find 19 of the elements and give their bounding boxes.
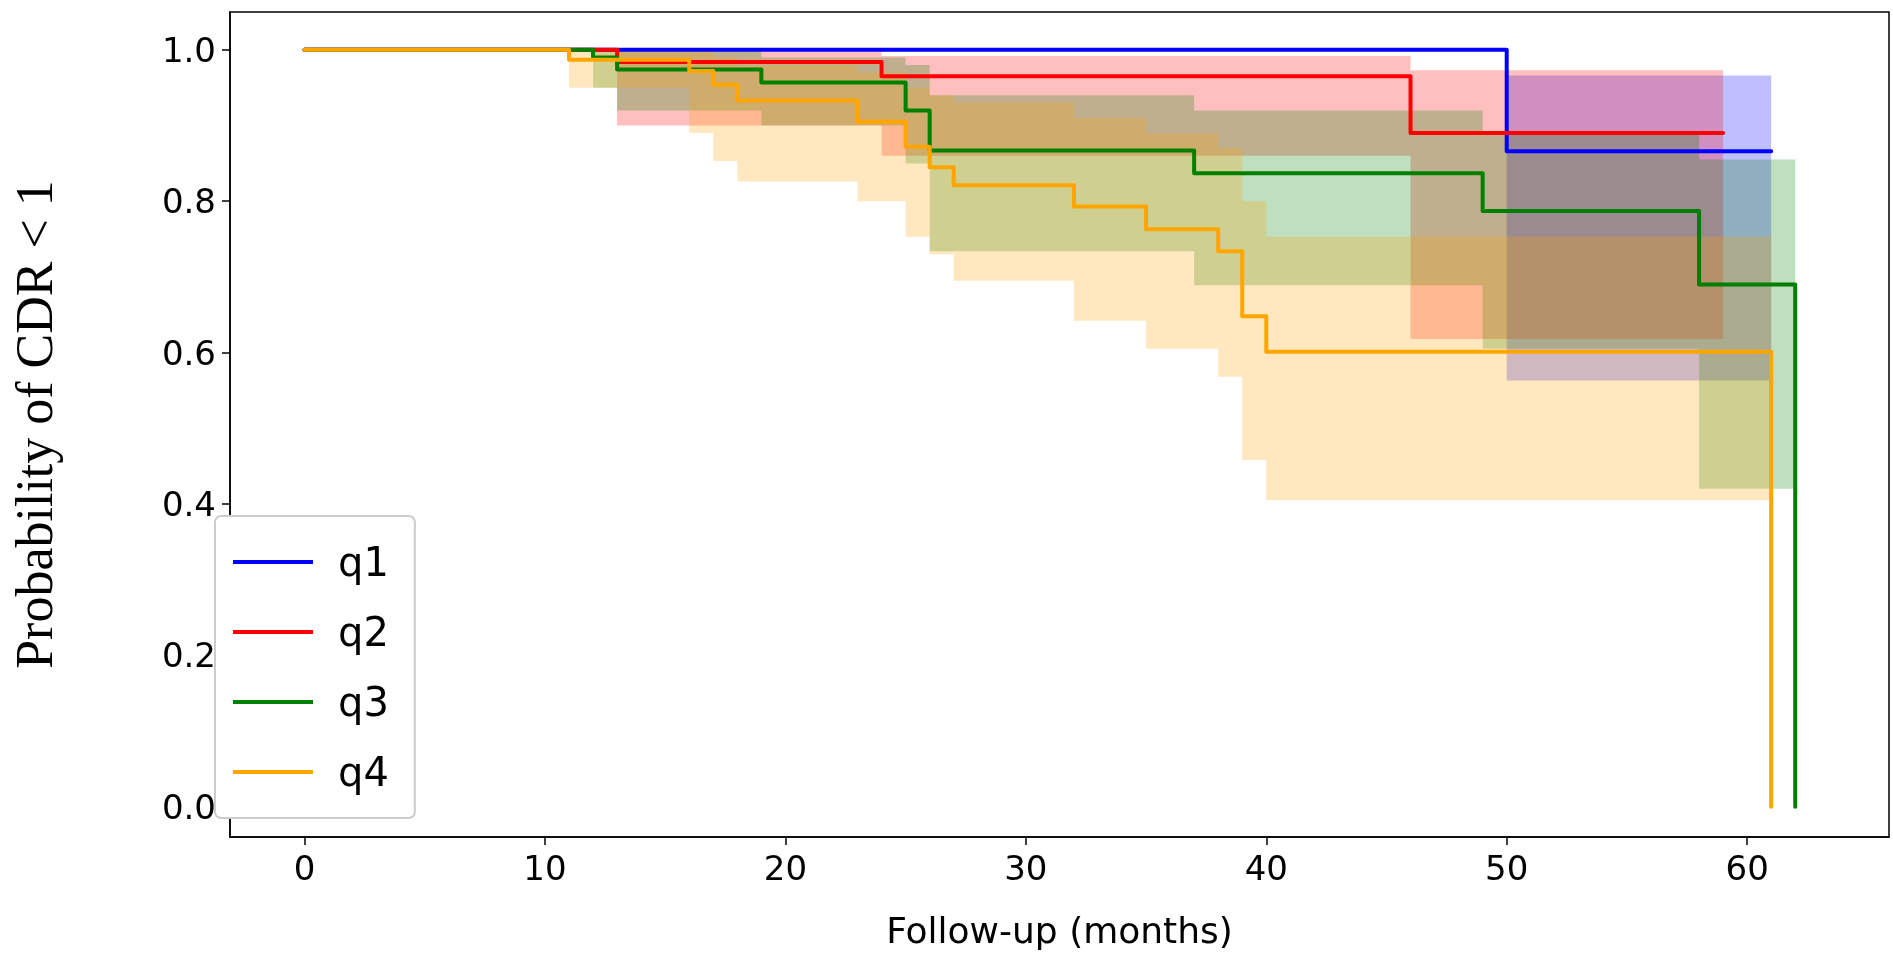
x-tick-label: 0 <box>293 848 316 888</box>
y-tick-label: 1.0 <box>161 29 216 70</box>
y-tick-label: 0.8 <box>161 181 216 222</box>
x-tick-label: 20 <box>763 848 808 888</box>
y-tick-label: 0.6 <box>161 332 216 373</box>
x-tick-label: 10 <box>523 848 567 888</box>
x-tick-label: 40 <box>1244 848 1288 888</box>
y-axis-title: Probability of CDR < 1 <box>5 180 63 669</box>
y-tick-label: 0.0 <box>161 786 216 827</box>
y-tick-label: 0.4 <box>161 483 216 524</box>
legend-label: q1 <box>338 539 389 585</box>
legend-label: q3 <box>338 679 389 725</box>
x-tick-label: 60 <box>1725 848 1769 888</box>
x-tick-label: 30 <box>1004 848 1048 888</box>
legend-label: q4 <box>338 749 389 795</box>
legend-label: q2 <box>338 609 389 655</box>
y-tick-label: 0.2 <box>161 635 216 676</box>
x-tick-label: 50 <box>1485 848 1529 888</box>
x-axis-title: Follow-up (months) <box>886 909 1233 951</box>
